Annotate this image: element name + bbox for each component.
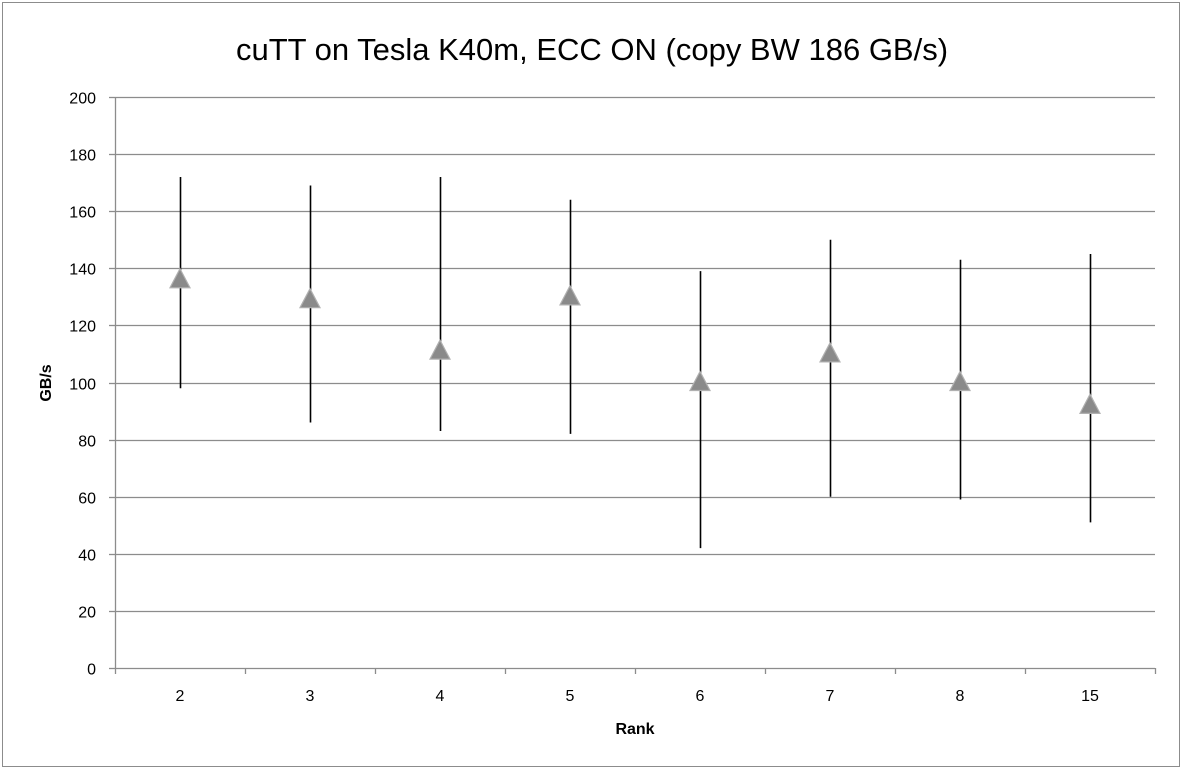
x-tick-label: 8	[956, 688, 965, 705]
x-tick-label: 3	[306, 688, 315, 705]
data-point-triangle	[169, 267, 191, 289]
x-tick-label: 4	[436, 688, 445, 705]
data-point-triangle	[559, 284, 581, 306]
x-tick-label: 15	[1081, 688, 1099, 705]
data-point-triangle	[429, 338, 451, 360]
error-bars	[179, 176, 1092, 549]
data-point-triangle	[299, 287, 321, 309]
y-tick-label: 40	[78, 548, 96, 565]
axes	[109, 96, 1157, 674]
y-tick-label: 100	[69, 377, 96, 394]
y-tick-label: 80	[78, 434, 96, 451]
y-tick-label: 160	[69, 205, 96, 222]
y-tick-label: 60	[78, 491, 96, 508]
y-tick-label: 180	[69, 148, 96, 165]
x-tick-label: 7	[826, 688, 835, 705]
x-tick-labels: 2 3 4 5 6 7 8 15	[176, 688, 1099, 705]
data-point-triangle	[1079, 393, 1101, 414]
x-tick-label: 2	[176, 688, 185, 705]
chart-title: cuTT on Tesla K40m, ECC ON (copy BW 186 …	[236, 32, 948, 67]
y-tick-label: 0	[87, 662, 96, 679]
y-tick-labels: 0 20 40 60 80 100 120 140 160 180 200	[69, 91, 96, 679]
x-axis-title: Rank	[615, 721, 654, 738]
data-point-triangle	[819, 341, 841, 363]
gridlines	[115, 96, 1155, 613]
y-tick-label: 140	[69, 262, 96, 279]
data-point-triangle	[949, 370, 971, 392]
data-markers	[169, 267, 1101, 414]
y-axis-title: GB/s	[38, 364, 55, 401]
x-tick-label: 5	[566, 688, 575, 705]
y-tick-label: 200	[69, 91, 96, 108]
y-tick-label: 120	[69, 319, 96, 336]
data-point-triangle	[689, 370, 711, 392]
x-tick-label: 6	[696, 688, 705, 705]
y-tick-label: 20	[78, 605, 96, 622]
